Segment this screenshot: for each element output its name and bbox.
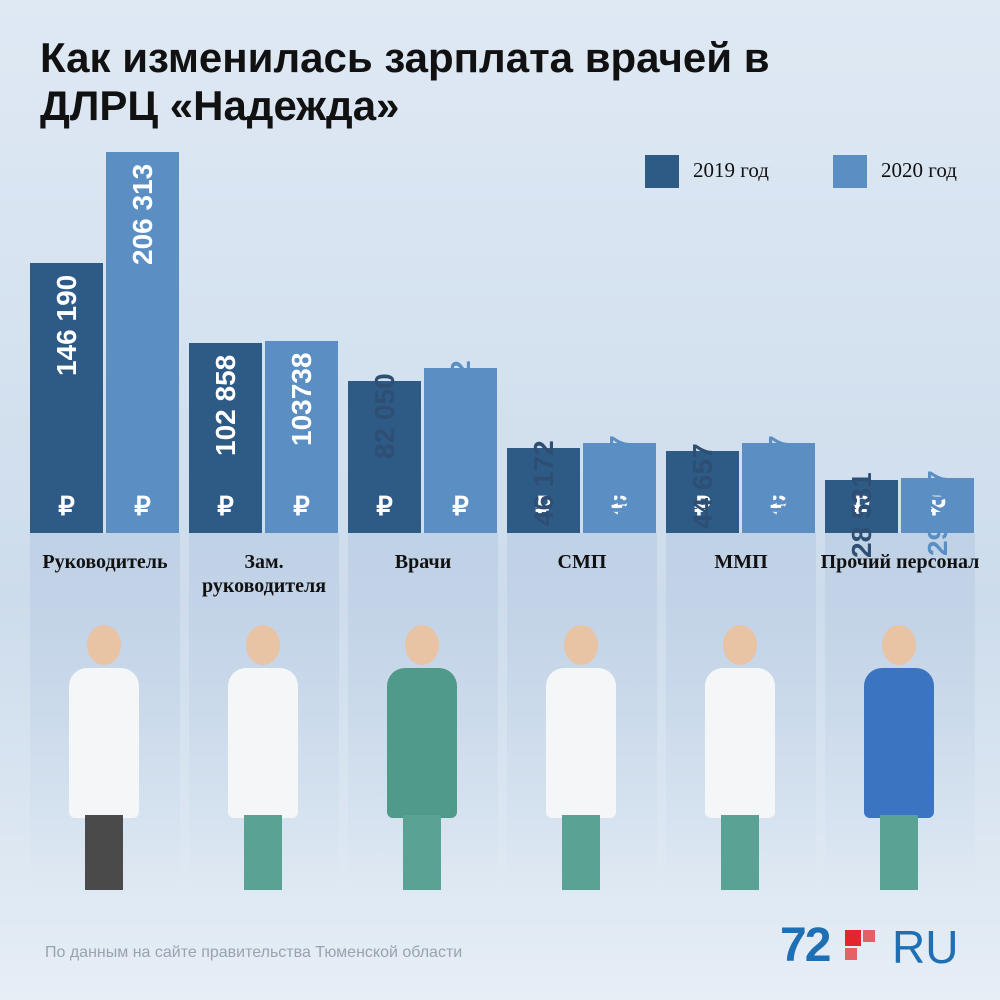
figure-body <box>546 668 616 818</box>
figure-legs <box>85 815 123 890</box>
bar <box>666 450 739 533</box>
chart-title: Как изменилась зарплата врачей в ДЛРЦ «Н… <box>40 34 770 129</box>
figure-body <box>228 668 298 818</box>
bar <box>189 343 262 533</box>
currency-sign: ₽ <box>770 491 787 521</box>
figure-legs <box>880 815 918 890</box>
bar <box>30 263 103 533</box>
bar <box>507 447 580 533</box>
legend-label: 2019 год <box>693 158 769 182</box>
value-label: 44 657 <box>686 442 718 529</box>
figure-legs <box>403 815 441 890</box>
figure-legs <box>562 815 600 890</box>
value-label: 103738 <box>285 352 317 447</box>
category-label: СМП <box>557 551 607 573</box>
value-label: 89 572 <box>444 359 476 446</box>
currency-sign: ₽ <box>694 491 711 521</box>
logo-square <box>845 930 861 946</box>
value-label: 82 050 <box>368 373 400 460</box>
figure-head <box>723 625 757 665</box>
figure-head <box>405 625 439 665</box>
bar <box>424 367 497 533</box>
logo-domain: RU <box>892 921 959 973</box>
value-label: 28 531 <box>845 472 877 559</box>
category-label: Руководитель <box>42 551 168 573</box>
logo-square <box>845 948 857 960</box>
category-label: Зам. руководителя <box>201 551 327 597</box>
category-label: Врачи <box>394 551 452 573</box>
currency-sign: ₽ <box>452 491 469 521</box>
figure-body <box>705 668 775 818</box>
currency-sign: ₽ <box>611 491 628 521</box>
source-note: По данным на сайте правительства Тюменск… <box>45 944 463 961</box>
currency-sign: ₽ <box>929 491 946 521</box>
bar <box>742 442 815 533</box>
value-label: 146 190 <box>50 274 82 377</box>
legend-swatch <box>645 155 679 188</box>
figure-head <box>564 625 598 665</box>
currency-sign: ₽ <box>376 491 393 521</box>
legend-swatch <box>833 155 867 188</box>
figure-legs <box>721 815 759 890</box>
figure-head <box>87 625 121 665</box>
bar <box>825 480 898 533</box>
legend-label: 2020 год <box>881 158 957 182</box>
figure-body <box>69 668 139 818</box>
figure-head <box>882 625 916 665</box>
value-label: 48 817 <box>603 435 635 521</box>
value-label: 206 313 <box>126 163 158 265</box>
logo-square <box>863 930 875 942</box>
value-label: 48 817 <box>762 435 794 521</box>
bar <box>901 478 974 533</box>
currency-sign: ₽ <box>58 491 75 521</box>
currency-sign: ₽ <box>535 491 552 521</box>
currency-sign: ₽ <box>134 491 151 521</box>
value-label: 102 858 <box>209 354 241 457</box>
value-label: 46 172 <box>527 440 559 526</box>
value-label: 29 707 <box>921 470 953 557</box>
currency-sign: ₽ <box>293 491 310 521</box>
bar <box>348 381 421 533</box>
currency-sign: ₽ <box>217 491 234 521</box>
figure-head <box>246 625 280 665</box>
bar <box>583 442 656 533</box>
bar <box>106 152 179 533</box>
bar <box>265 341 338 533</box>
figure-body <box>387 668 457 818</box>
logo-number: 72 <box>780 919 831 972</box>
currency-sign: ₽ <box>853 491 870 521</box>
figure-body <box>864 668 934 818</box>
figure-legs <box>244 815 282 890</box>
category-label: ММП <box>714 551 768 573</box>
category-label: Прочий персонал <box>820 551 980 573</box>
